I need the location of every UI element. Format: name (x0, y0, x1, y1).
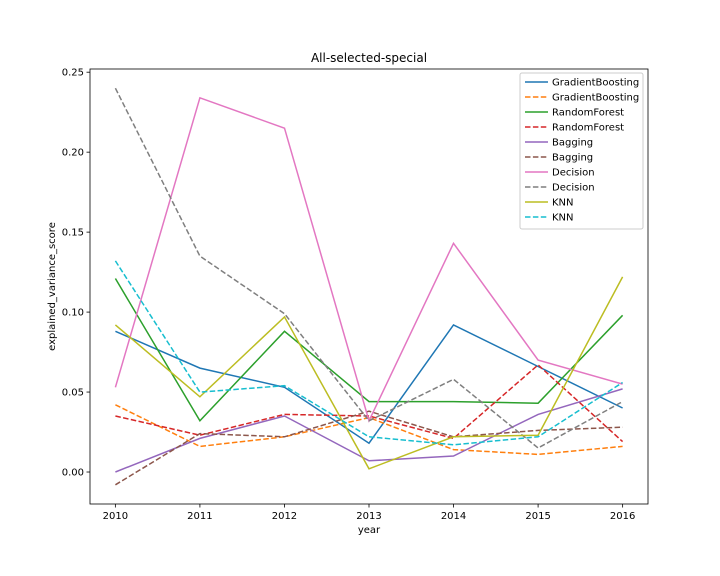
y-tick-label: 0.10 (62, 308, 84, 319)
series-line-9 (114, 260, 624, 446)
legend-label-4: Bagging (552, 138, 593, 149)
legend-label-9: KNN (552, 213, 574, 224)
y-tick-label: 0.00 (62, 468, 84, 479)
legend-label-2: RandomForest (552, 108, 624, 119)
y-tick-label: 0.05 (62, 388, 84, 399)
series-line-0 (115, 323, 623, 445)
series-line-2 (114, 278, 624, 423)
x-tick-label: 2010 (103, 511, 128, 522)
legend-label-8: KNN (552, 198, 574, 209)
plot-area (114, 87, 624, 486)
y-tick-label: 0.25 (62, 68, 84, 79)
y-tick-label: 0.20 (62, 148, 84, 159)
x-tick-label: 2014 (441, 511, 466, 522)
chart-title: All-selected-special (311, 51, 427, 65)
legend-label-7: Decision (552, 183, 595, 194)
series-line-3 (115, 363, 624, 443)
x-tick-label: 2013 (356, 511, 381, 522)
x-tick-label: 2012 (272, 511, 297, 522)
x-tick-label: 2011 (187, 511, 212, 522)
legend: GradientBoosting GradientBoosting RandomFo… (519, 72, 644, 230)
x-tick-label: 2016 (610, 511, 635, 522)
series-line-5 (115, 410, 623, 486)
x-tick-label: 2015 (525, 511, 550, 522)
series-line-1 (115, 404, 623, 456)
legend-label-3: RandomForest (552, 123, 624, 134)
legend-label-6: Decision (552, 168, 595, 179)
y-tick-label: 0.15 (62, 228, 84, 239)
legend-label-0: GradientBoosting (552, 78, 639, 89)
legend-label-5: Bagging (552, 153, 593, 164)
x-axis-label: year (358, 525, 381, 536)
y-axis-label: explained_variance_score (47, 222, 58, 351)
legend-box (519, 72, 644, 230)
series-line-4 (115, 388, 623, 473)
series-line-8 (114, 276, 624, 470)
legend-label-1: GradientBoosting (552, 93, 639, 104)
axes: 2010 2011 2012 2013 2014 2015 2016 0.00 0.05 0.10… (62, 68, 649, 522)
series-line-7 (114, 87, 623, 449)
